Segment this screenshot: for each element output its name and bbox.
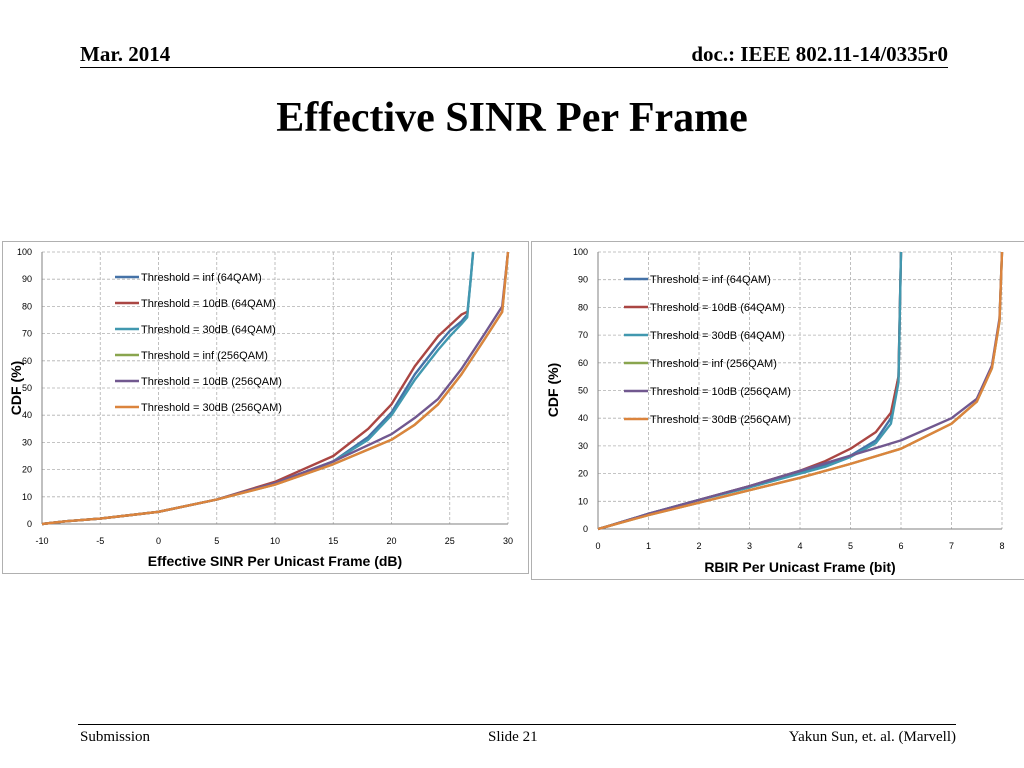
header-doc-id: doc.: IEEE 802.11-14/0335r0 bbox=[691, 42, 948, 66]
legend-label: Threshold = 10dB (256QAM) bbox=[141, 376, 282, 388]
y-tick-label: 100 bbox=[573, 247, 588, 257]
legend-label: Threshold = inf (64QAM) bbox=[650, 274, 771, 286]
series-line bbox=[41, 251, 510, 526]
y-tick-label: 50 bbox=[578, 386, 588, 396]
y-tick-label: 100 bbox=[17, 247, 32, 257]
legend-label: Threshold = inf (256QAM) bbox=[650, 358, 777, 370]
y-tick-label: 60 bbox=[22, 356, 32, 366]
x-tick-label: 1 bbox=[646, 541, 651, 551]
x-tick-label: 15 bbox=[328, 536, 338, 546]
y-tick-label: 30 bbox=[22, 437, 32, 447]
y-tick-label: 40 bbox=[22, 410, 32, 420]
y-tick-label: 40 bbox=[578, 413, 588, 423]
footer-slide-number: Slide 21 bbox=[488, 729, 538, 745]
y-tick-label: 10 bbox=[22, 492, 32, 502]
x-tick-label: 2 bbox=[696, 541, 701, 551]
x-tick-label: 20 bbox=[386, 536, 396, 546]
x-tick-label: 10 bbox=[270, 536, 280, 546]
y-tick-label: 70 bbox=[578, 330, 588, 340]
y-tick-label: 20 bbox=[22, 465, 32, 475]
x-tick-label: -5 bbox=[96, 536, 104, 546]
x-tick-label: 7 bbox=[949, 541, 954, 551]
legend-label: Threshold = 10dB (64QAM) bbox=[650, 302, 785, 314]
x-tick-label: 5 bbox=[848, 541, 853, 551]
legend-label: Threshold = inf (256QAM) bbox=[141, 350, 268, 362]
series-line bbox=[597, 251, 1004, 531]
legend-label: Threshold = 30dB (64QAM) bbox=[141, 324, 276, 336]
y-axis-title: CDF (%) bbox=[8, 361, 24, 415]
y-tick-label: 30 bbox=[578, 441, 588, 451]
x-tick-label: 5 bbox=[214, 536, 219, 546]
rbir-cdf-chart: 0 10 20 30 40 50 60 70 80 90 100 0 1 2 3 4 5 6 7 8 Threshold… bbox=[531, 241, 1024, 580]
legend-label: Threshold = 10dB (64QAM) bbox=[141, 298, 276, 310]
series-line bbox=[41, 310, 468, 526]
y-tick-label: 50 bbox=[22, 383, 32, 393]
y-tick-label: 90 bbox=[578, 275, 588, 285]
header-divider bbox=[80, 67, 948, 68]
legend-label: Threshold = inf (64QAM) bbox=[141, 272, 262, 284]
legend-label: Threshold = 10dB (256QAM) bbox=[650, 386, 791, 398]
y-axis-title: CDF (%) bbox=[545, 363, 561, 417]
y-tick-label: 20 bbox=[578, 469, 588, 479]
x-axis-title: Effective SINR Per Unicast Frame (dB) bbox=[148, 553, 402, 569]
sinr-cdf-chart-svg: 0 10 20 30 40 50 60 70 80 90 100 -10 -5 0 5 10 15 20 25 30 T… bbox=[8, 247, 513, 569]
x-tick-label: 25 bbox=[445, 536, 455, 546]
y-tick-label: 10 bbox=[578, 496, 588, 506]
x-tick-label: 8 bbox=[999, 541, 1004, 551]
y-tick-label: 0 bbox=[583, 524, 588, 534]
legend-label: Threshold = 30dB (256QAM) bbox=[141, 402, 282, 414]
footer-authors: Yakun Sun, et. al. (Marvell) bbox=[788, 729, 956, 745]
x-tick-label: 4 bbox=[797, 541, 802, 551]
x-tick-label: 0 bbox=[595, 541, 600, 551]
y-tick-label: 80 bbox=[22, 301, 32, 311]
slide-title: Effective SINR Per Frame bbox=[276, 95, 748, 141]
x-axis-title: RBIR Per Unicast Frame (bit) bbox=[704, 559, 895, 575]
x-tick-label: 0 bbox=[156, 536, 161, 546]
y-tick-label: 0 bbox=[27, 519, 32, 529]
y-tick-label: 60 bbox=[578, 358, 588, 368]
footer-submission: Submission bbox=[80, 729, 151, 745]
footer-divider bbox=[78, 724, 956, 725]
x-tick-label: 6 bbox=[898, 541, 903, 551]
x-tick-label: 3 bbox=[747, 541, 752, 551]
rbir-cdf-chart-svg: 0 10 20 30 40 50 60 70 80 90 100 0 1 2 3 4 5 6 7 8 Threshold… bbox=[545, 247, 1005, 575]
legend-label: Threshold = 30dB (256QAM) bbox=[650, 414, 791, 426]
header-date: Mar. 2014 bbox=[80, 42, 171, 66]
x-tick-label: 30 bbox=[503, 536, 513, 546]
y-tick-label: 80 bbox=[578, 302, 588, 312]
y-tick-label: 70 bbox=[22, 329, 32, 339]
sinr-cdf-chart: 0 10 20 30 40 50 60 70 80 90 100 -10 -5 0 5 10 15 20 25 30 T… bbox=[2, 241, 529, 574]
y-tick-label: 90 bbox=[22, 274, 32, 284]
x-tick-label: -10 bbox=[35, 536, 48, 546]
legend-label: Threshold = 30dB (64QAM) bbox=[650, 330, 785, 342]
